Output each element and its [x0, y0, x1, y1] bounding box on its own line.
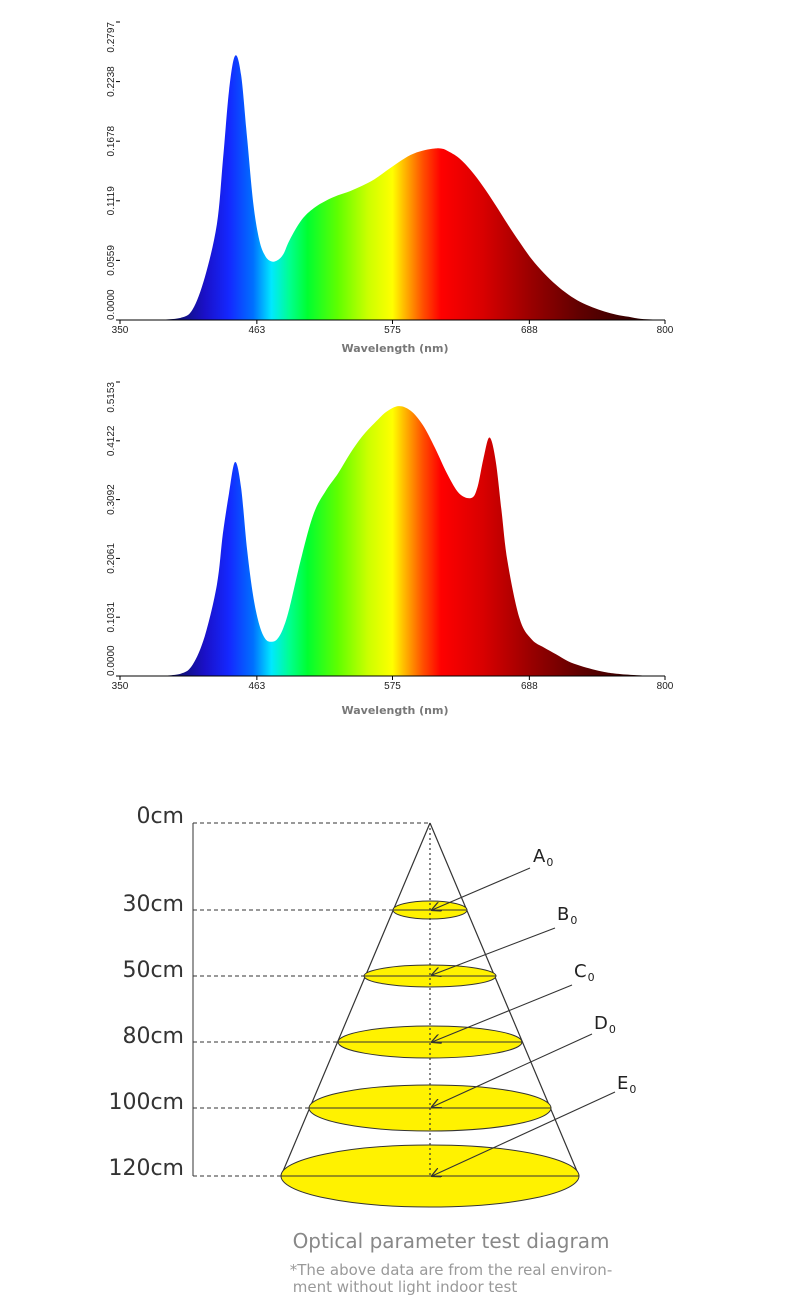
x-tick-label: 350: [112, 325, 129, 336]
y-tick-label: 0.3092: [106, 484, 117, 515]
y-tick-label: 0.4122: [106, 425, 117, 456]
diagram-note-line-1: *The above data are from the real enviro…: [290, 1261, 612, 1279]
diagram-note-line-2: ment without light indoor test: [293, 1278, 518, 1296]
arrow-e: [432, 1091, 616, 1176]
point-label-b: B0: [557, 904, 577, 927]
point-label-e: E0: [617, 1073, 636, 1096]
y-tick-label: 0.5153: [106, 382, 117, 413]
spectrum-area: [156, 55, 666, 321]
optical-test-diagram: A0 B0 C0 D0 E0 0cm 30cm 50cm 80cm 100cm …: [108, 804, 636, 1296]
x-axis-label: Wavelength (nm): [342, 342, 449, 355]
spectrum-chart-1: 0.0000 0.0559 0.1119 0.1678 0.2238 0.2797 350…: [106, 21, 674, 355]
y-tick-label: 0.2238: [106, 66, 117, 97]
distance-label-80cm: 80cm: [122, 1024, 184, 1049]
y-tick-label: 0.0000: [106, 645, 117, 676]
arrow-a: [432, 867, 531, 910]
y-tick-label: 0.0559: [106, 245, 117, 276]
spectrum-chart-2: 0.0000 0.1031 0.2061 0.3092 0.4122 0.5153 350…: [106, 381, 674, 717]
x-tick-label: 463: [249, 325, 266, 336]
x-tick-label: 688: [521, 325, 538, 336]
y-tick-label: 0.2797: [106, 22, 117, 53]
y-tick-label: 0.1678: [106, 125, 117, 156]
distance-label-100cm: 100cm: [108, 1090, 184, 1115]
arrow-b: [432, 927, 556, 975]
y-tick-label: 0.0000: [106, 289, 117, 320]
point-label-c: C0: [574, 961, 595, 984]
point-label-a: A0: [533, 846, 553, 869]
arrow-c: [432, 984, 573, 1042]
x-tick-label: 688: [521, 681, 538, 692]
y-tick-label: 0.1119: [106, 186, 117, 216]
y-tick-label: 0.2061: [106, 543, 117, 574]
distance-label-120cm: 120cm: [108, 1156, 184, 1181]
x-axis-label: Wavelength (nm): [342, 704, 449, 717]
y-tick-label: 0.1031: [106, 601, 117, 632]
distance-label-30cm: 30cm: [122, 892, 184, 917]
cone-left-edge: [280, 822, 431, 1177]
distance-label-50cm: 50cm: [122, 958, 184, 983]
distance-label-0cm: 0cm: [136, 804, 184, 829]
x-tick-label: 800: [657, 325, 674, 336]
x-tick-label: 350: [112, 681, 129, 692]
spectrum-area: [156, 406, 666, 676]
x-tick-label: 575: [384, 325, 401, 336]
x-tick-label: 800: [657, 681, 674, 692]
arrow-d: [432, 1033, 593, 1107]
x-tick-label: 463: [249, 681, 266, 692]
point-label-d: D0: [594, 1013, 616, 1036]
x-tick-label: 575: [384, 681, 401, 692]
cone-right-edge: [429, 822, 580, 1177]
diagram-caption: Optical parameter test diagram: [293, 1229, 610, 1253]
